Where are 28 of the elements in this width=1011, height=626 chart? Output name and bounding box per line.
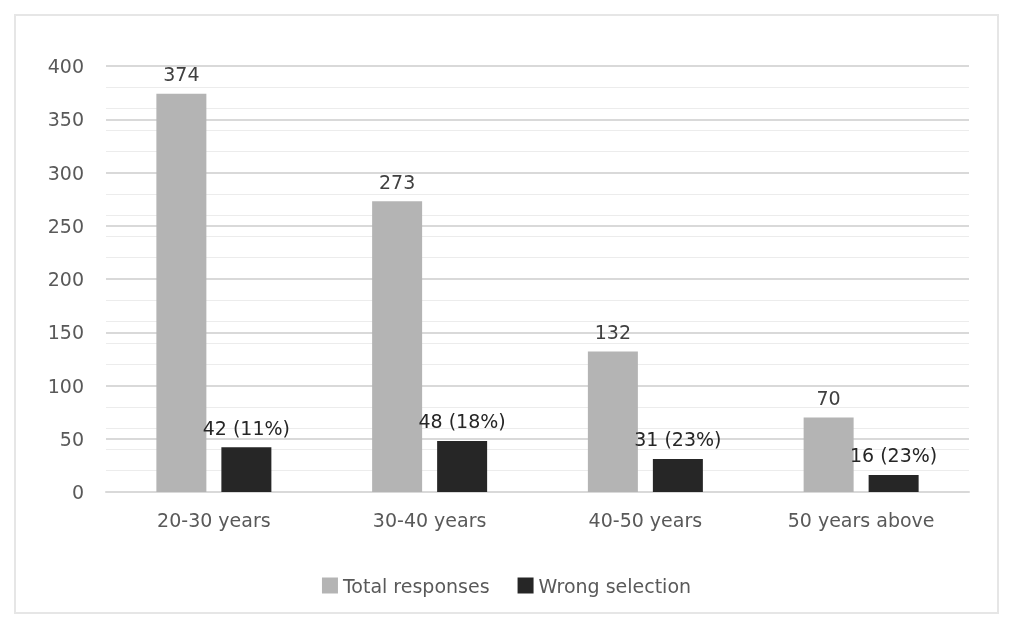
y-tick-label: 200 <box>47 268 84 290</box>
y-tick-label: 150 <box>47 321 84 344</box>
data-label: 273 <box>378 170 416 193</box>
bar <box>803 417 854 492</box>
bar <box>221 447 272 492</box>
data-label: 374 <box>163 63 200 86</box>
y-tick-label: 300 <box>47 161 84 184</box>
y-tick-label: 50 <box>59 427 84 450</box>
y-tick-label: 400 <box>47 55 84 77</box>
data-label: 31 (23%) <box>634 428 722 451</box>
legend-label: Wrong selection <box>538 574 692 597</box>
y-tick-label: 100 <box>47 374 84 397</box>
x-tick-label: 50 years above <box>787 508 935 531</box>
legend-label: Total responses <box>341 574 490 597</box>
y-tick-label: 0 <box>71 481 84 503</box>
x-tick-label: 30-40 years <box>372 508 487 531</box>
bar <box>868 474 919 492</box>
bar <box>437 440 488 492</box>
y-tick-label: 350 <box>47 108 84 131</box>
data-label: 132 <box>594 320 632 343</box>
y-tick-label: 250 <box>47 214 84 237</box>
data-label: 70 <box>816 386 841 409</box>
x-tick-label: 20-30 years <box>157 508 271 531</box>
data-label: 42 (11%) <box>202 416 291 439</box>
data-label: 16 (23%) <box>849 444 938 467</box>
x-tick-label: 40-50 years <box>588 508 703 531</box>
data-label: 48 (18%) <box>418 410 506 433</box>
bar <box>652 458 703 492</box>
